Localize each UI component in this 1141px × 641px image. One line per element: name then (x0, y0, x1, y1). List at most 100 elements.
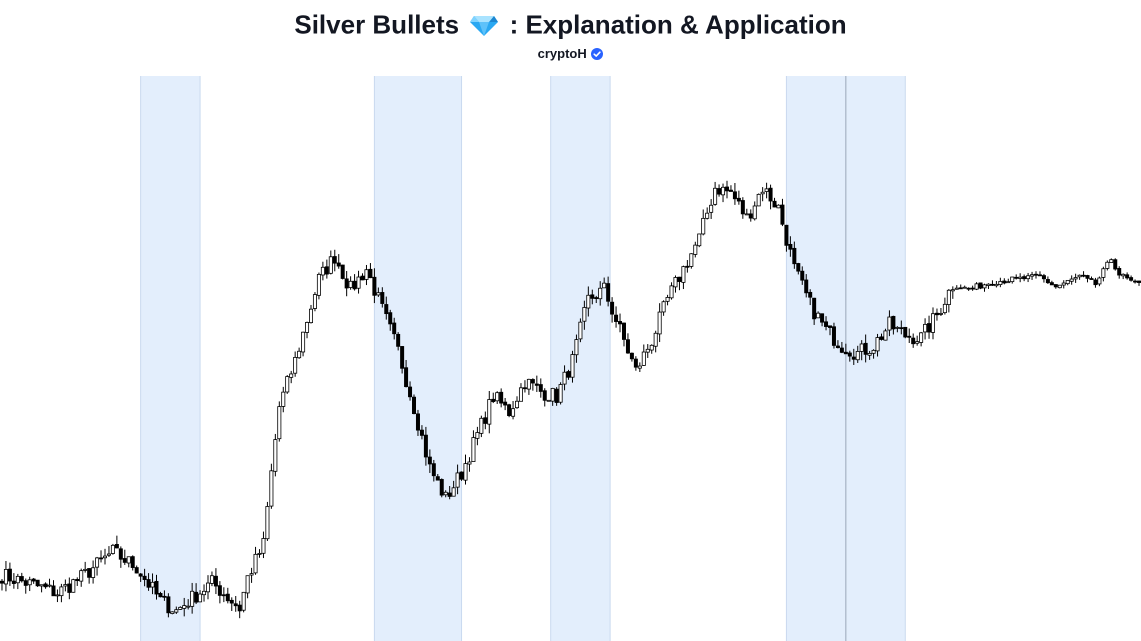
candle-bear (352, 280, 357, 290)
candle-bull (938, 313, 943, 315)
candle-bear (824, 321, 829, 327)
candle-bull (261, 538, 266, 554)
candle-bear (19, 576, 24, 582)
candle-bull (285, 376, 290, 393)
candle-bull (289, 373, 294, 378)
candle-bull (578, 321, 583, 340)
candle-bear (843, 351, 848, 355)
candle-bull (515, 400, 520, 409)
candle-bull (95, 557, 100, 568)
candle-bear (142, 575, 147, 580)
candle-bull (451, 487, 456, 497)
candle-bull (744, 213, 749, 216)
candle-bull (669, 285, 674, 299)
candle-bear (796, 263, 801, 272)
candle-bear (336, 262, 341, 267)
candle-bull (312, 294, 317, 309)
candle-bear (439, 479, 444, 496)
candle-bull (376, 292, 381, 296)
candle-bull (1109, 259, 1114, 263)
candle-bear (792, 247, 797, 265)
candle-bear (538, 384, 543, 392)
candle-bear (784, 224, 789, 246)
candle-bear (419, 429, 424, 436)
candle-bull (998, 281, 1003, 286)
candle-bear (736, 197, 741, 202)
candle-bear (87, 568, 92, 578)
author-name[interactable]: cryptoH (537, 46, 587, 62)
candle-bear (610, 301, 615, 315)
candle-bear (1117, 268, 1122, 276)
candle-bull (721, 186, 726, 196)
candle-bull (297, 350, 302, 359)
candle-bull (170, 611, 175, 614)
candle-bear (934, 312, 939, 316)
candle-bull (467, 461, 472, 465)
candle-bear (340, 264, 345, 279)
candle-bull (269, 470, 274, 507)
candle-bull (257, 552, 262, 555)
candle-bear (43, 583, 48, 588)
candle-bear (1014, 276, 1019, 279)
candle-bear (1022, 276, 1027, 280)
candle-bull (455, 472, 460, 488)
candle-bull (923, 323, 928, 333)
candle-bear (621, 322, 626, 340)
candle-bull (1077, 274, 1082, 278)
candle-bull (249, 573, 254, 576)
candle-bear (812, 297, 817, 320)
candle-bull (1010, 276, 1015, 283)
candle-bear (194, 591, 199, 603)
candle-bear (911, 337, 916, 345)
candle-bull (701, 217, 706, 235)
candle-bull (582, 307, 587, 322)
candle-bear (839, 347, 844, 353)
candle-bull (91, 567, 96, 578)
candle-bull (637, 365, 642, 369)
candle-bear (820, 313, 825, 323)
candle-bear (740, 200, 745, 215)
candle-bear (800, 270, 805, 281)
candle-bear (633, 358, 638, 368)
candle-bear (233, 603, 238, 607)
candle-bear (903, 326, 908, 338)
candle-bull (859, 343, 864, 352)
silver-bullet-window (550, 76, 611, 641)
candle-bull (150, 581, 155, 588)
candle-bear (415, 413, 420, 431)
candle-bull (994, 283, 999, 287)
chart-area[interactable] (0, 76, 1141, 641)
candle-bull (673, 277, 678, 288)
candle-bear (1041, 275, 1046, 280)
candle-bear (891, 315, 896, 330)
candle-bull (653, 332, 658, 347)
candle-bull (558, 384, 563, 403)
candle-bull (641, 351, 646, 366)
candle-bull (962, 286, 967, 289)
candle-bull (328, 256, 333, 274)
candle-bull (586, 294, 591, 309)
candle-bear (899, 327, 904, 330)
candle-bull (15, 575, 20, 584)
candle-bull (954, 287, 959, 290)
candle-bear (863, 342, 868, 355)
candle-bull (316, 273, 321, 296)
candle-bear (748, 213, 753, 219)
candle-bull (1018, 276, 1023, 279)
candle-bull (471, 437, 476, 462)
candle-bear (808, 291, 813, 298)
candlestick-chart[interactable] (0, 76, 1141, 641)
candle-bull (871, 349, 876, 354)
candle-bear (400, 346, 405, 369)
candle-bear (154, 580, 159, 595)
candle-bear (554, 388, 559, 403)
candle-bull (570, 354, 575, 378)
candle-bull (713, 187, 718, 205)
candle-bear (614, 314, 619, 322)
candle-bull (546, 399, 551, 402)
candle-bull (3, 569, 8, 585)
silver-bullet-window (140, 76, 201, 641)
candle-bear (447, 492, 452, 497)
candle-bear (970, 287, 975, 290)
candle-bear (35, 579, 40, 587)
